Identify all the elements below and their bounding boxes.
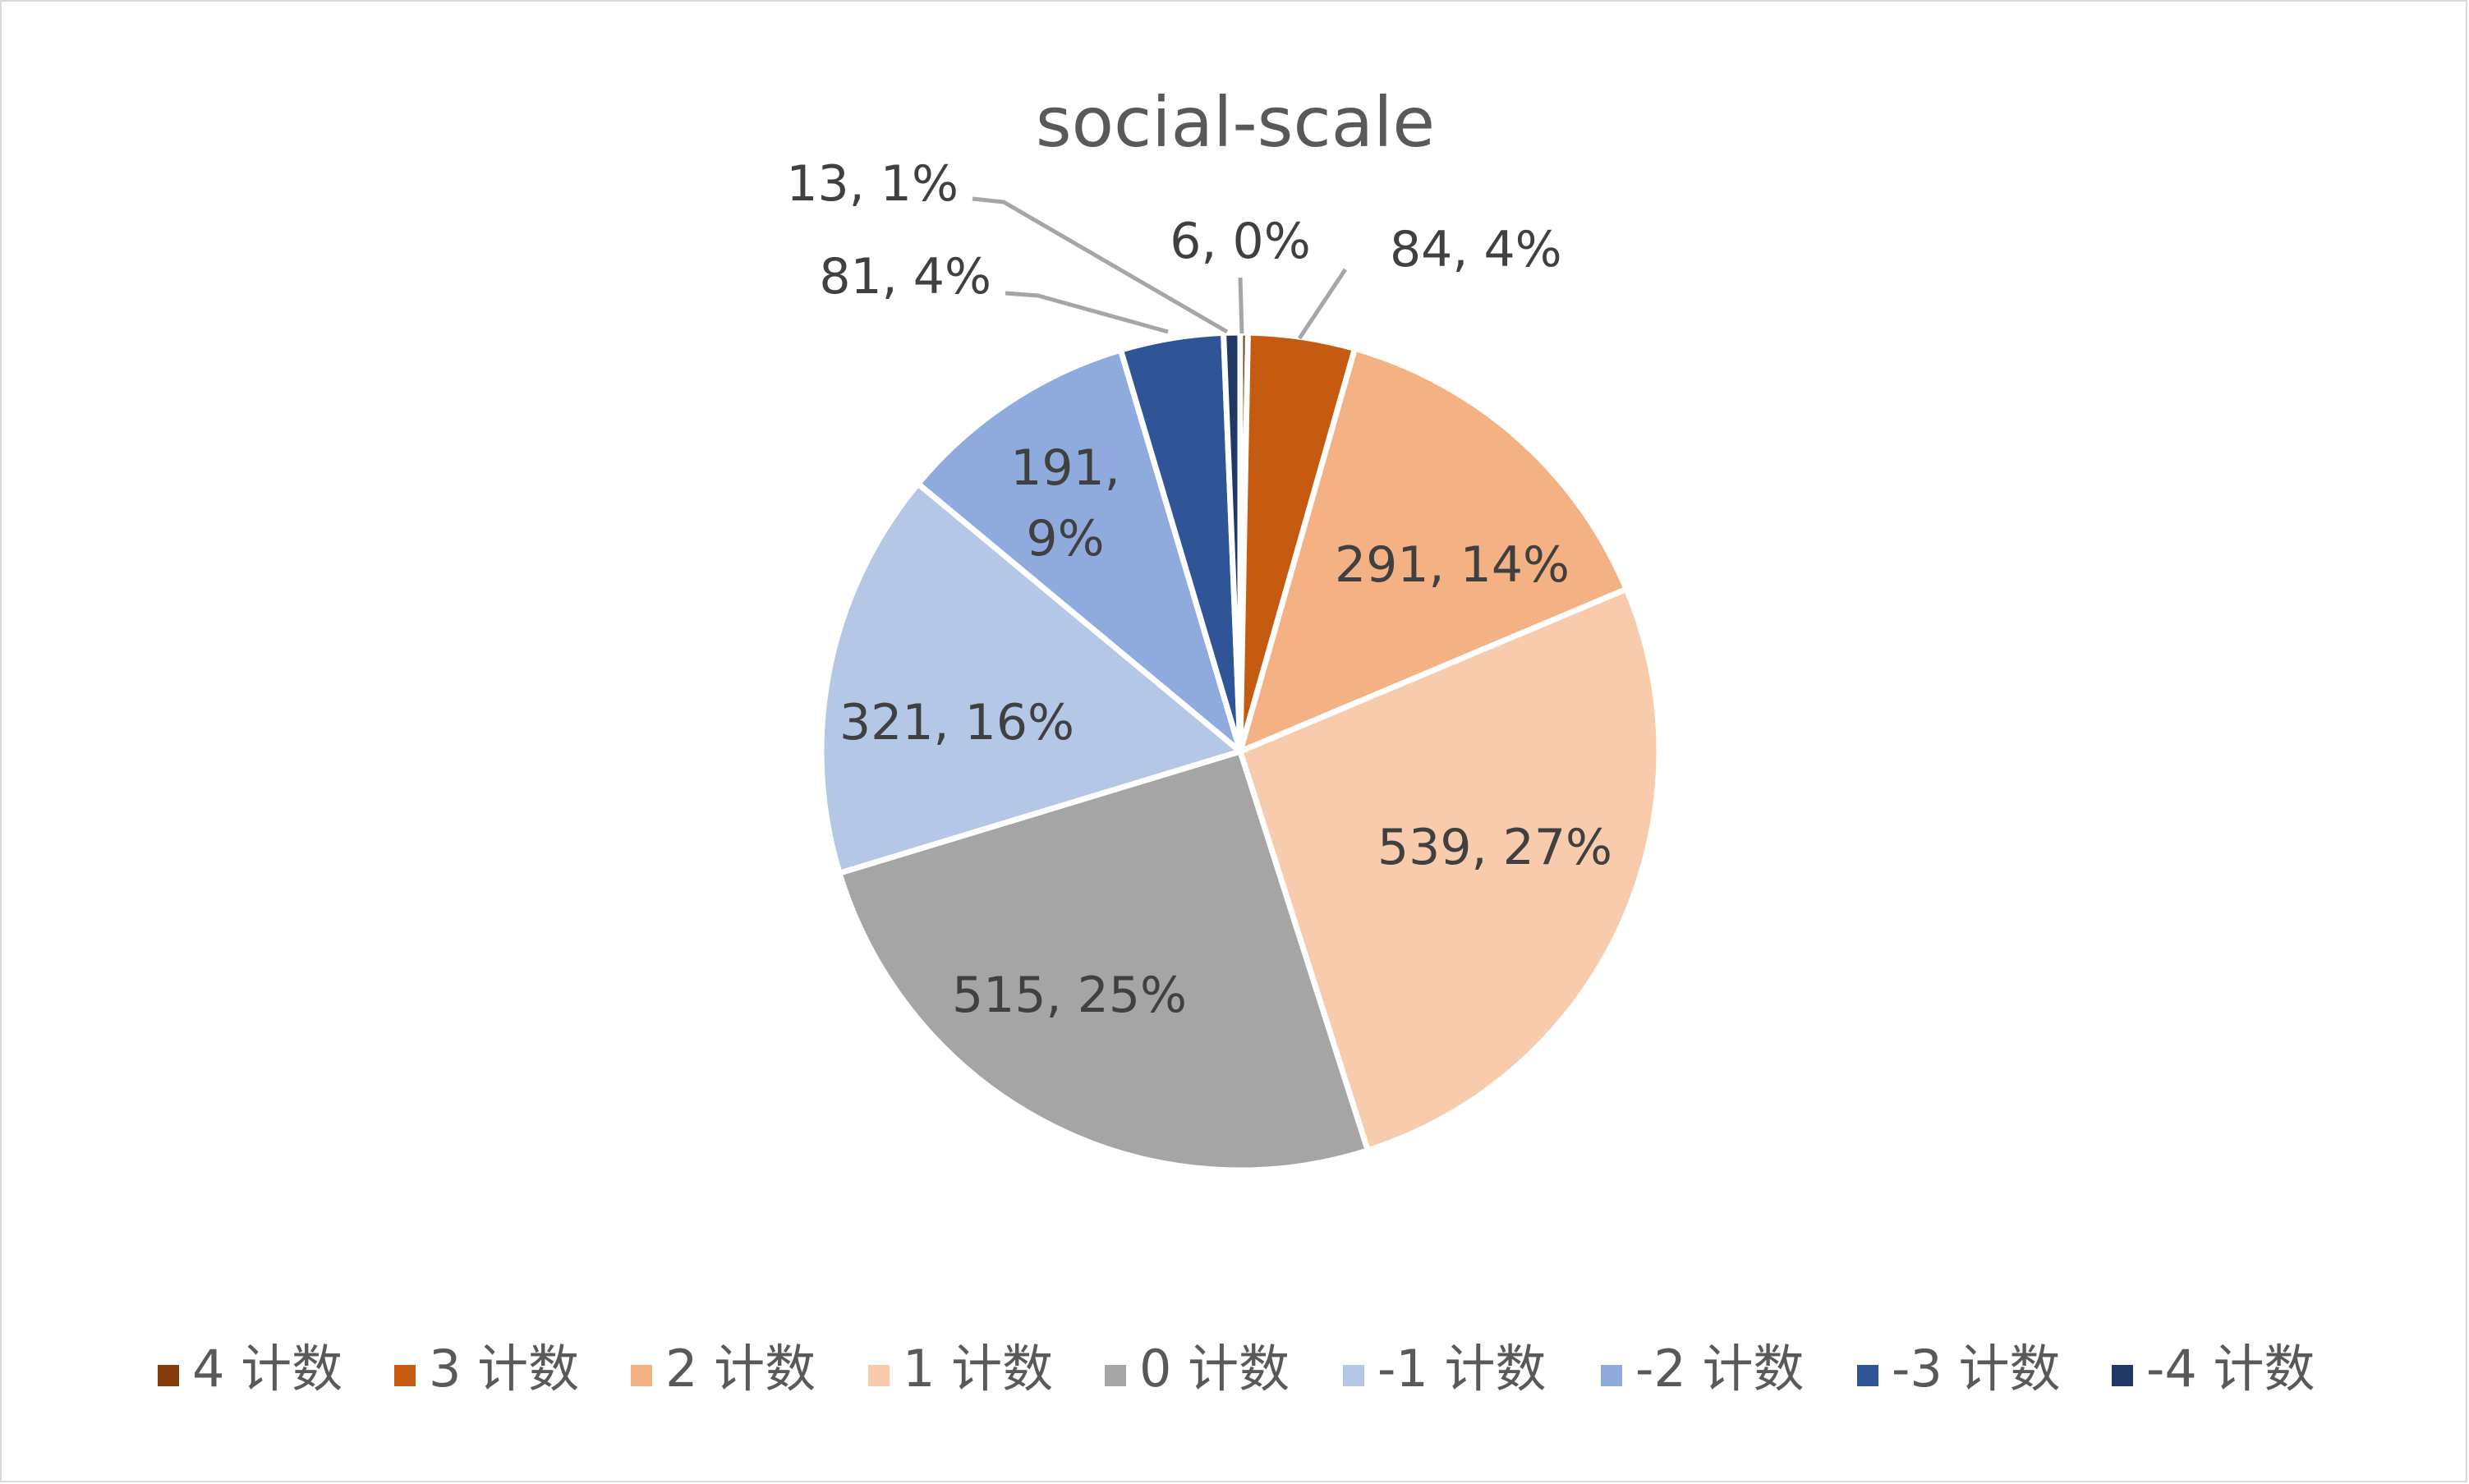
data-label-neg3: 81, 4%: [819, 248, 991, 306]
legend-item-4: 4 计数: [158, 1339, 343, 1399]
legend-item-neg2: -2 计数: [1601, 1339, 1805, 1399]
legend-label: -3 计数: [1892, 1339, 2061, 1399]
pie-slice-0: [836, 748, 1371, 1174]
legend-item-3: 3 计数: [394, 1339, 579, 1399]
data-label-neg2: 191, 9%: [1010, 439, 1120, 567]
legend-item-neg1: -1 计数: [1343, 1339, 1547, 1399]
data-label-0: 515, 25%: [952, 967, 1187, 1024]
legend-swatch: [1601, 1365, 1622, 1386]
pie-slices: [818, 329, 1662, 1174]
legend-item-1: 1 计数: [868, 1339, 1053, 1399]
leader-line-neg3: [1005, 291, 1169, 334]
chart-title: social-scale: [1036, 82, 1435, 163]
data-label-2: 291, 14%: [1335, 536, 1570, 594]
legend-swatch: [2112, 1365, 2133, 1386]
legend-item-2: 2 计数: [631, 1339, 816, 1399]
leader-line-4: [1238, 277, 1244, 334]
pie-slice-neg2: [915, 347, 1244, 755]
legend-label: 1 计数: [903, 1339, 1053, 1399]
data-label-neg4: 13, 1%: [786, 155, 959, 213]
legend-label: 4 计数: [192, 1339, 343, 1399]
data-label-4: 6, 0%: [1170, 213, 1311, 270]
pie-slice-1: [1237, 586, 1662, 1154]
legend-swatch: [1857, 1365, 1878, 1386]
data-labels: 6, 0% 84, 4% 291, 14% 539, 27% 515, 25% 321, …: [786, 155, 1612, 1024]
legend-swatch: [394, 1365, 416, 1386]
pie-slice-neg1: [818, 480, 1244, 876]
legend-label: 0 计数: [1139, 1339, 1290, 1399]
legend-item-neg3: -3 计数: [1857, 1339, 2061, 1399]
legend-item-0: 0 计数: [1105, 1339, 1290, 1399]
legend: 4 计数 3 计数 2 计数 1 计数 0 计数 -1 计数 -2 计数 -3 计数 -4 计数: [158, 1339, 2315, 1399]
leader-line-neg4: [972, 196, 1229, 334]
data-label-3: 84, 4%: [1390, 221, 1562, 278]
leader-line-3: [1297, 268, 1348, 340]
legend-label: 3 计数: [429, 1339, 579, 1399]
legend-label: -4 计数: [2146, 1339, 2315, 1399]
legend-label: -2 计数: [1635, 1339, 1805, 1399]
data-label-neg1: 321, 16%: [839, 694, 1074, 751]
legend-swatch: [1105, 1365, 1126, 1386]
legend-swatch: [868, 1365, 890, 1386]
legend-swatch: [158, 1365, 179, 1386]
legend-label: 2 计数: [665, 1339, 816, 1399]
legend-label: -1 计数: [1377, 1339, 1547, 1399]
legend-swatch: [1343, 1365, 1364, 1386]
leader-lines: [972, 196, 1348, 340]
data-label-1: 539, 27%: [1377, 819, 1612, 876]
legend-swatch: [631, 1365, 652, 1386]
pie-slice-2: [1237, 345, 1630, 755]
legend-item-neg4: -4 计数: [2112, 1339, 2315, 1399]
